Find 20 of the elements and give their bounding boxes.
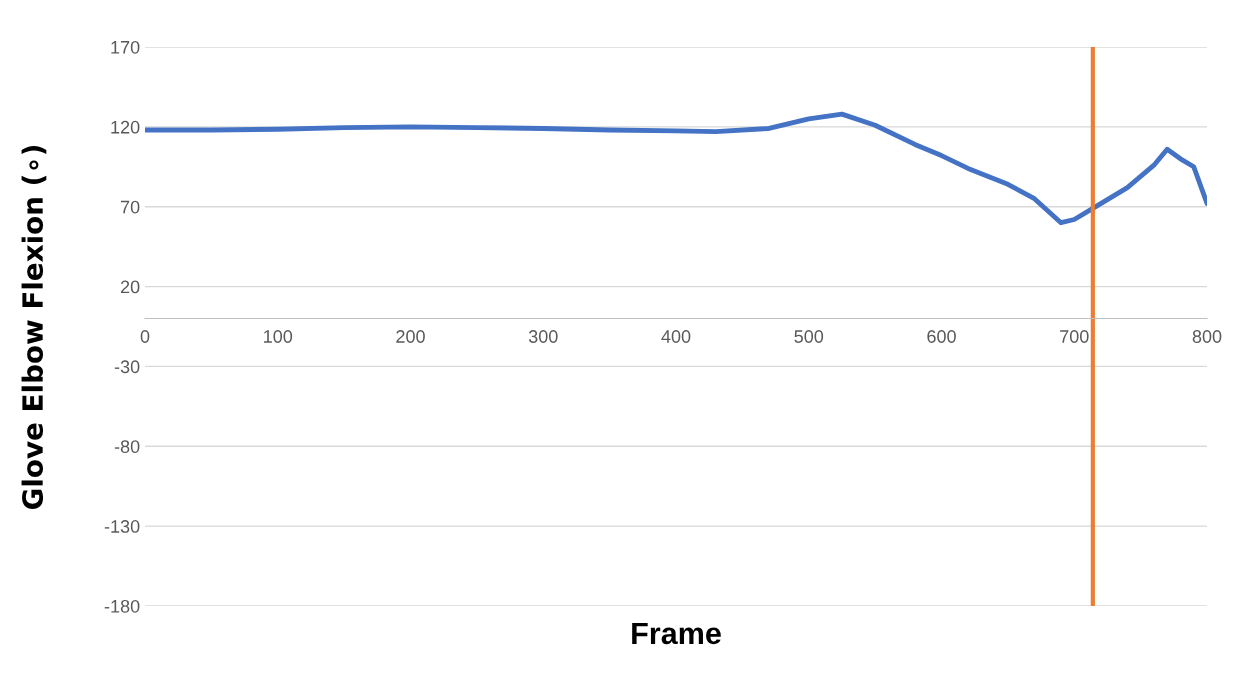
x-tick-label: 600	[927, 330, 956, 343]
x-axis-title: Frame	[632, 622, 721, 645]
y-axis-title: Glove Elbow Flexion (∘)	[21, 145, 47, 510]
x-tick-label: 300	[528, 330, 558, 343]
x-tick-label: 500	[794, 330, 824, 343]
y-tick-label: 170	[111, 40, 140, 54]
y-tick-label: -180	[104, 599, 140, 613]
x-tick-label: 100	[264, 330, 293, 343]
y-tick-label: -30	[114, 360, 140, 374]
y-tick-label: -130	[104, 520, 140, 533]
x-tick-label: 700	[1060, 330, 1089, 343]
y-tick-label: 70	[120, 200, 140, 214]
y-tick-label: -80	[114, 440, 140, 454]
y-tick-label: 20	[120, 280, 140, 294]
x-tick-label: 0	[140, 330, 150, 343]
y-tick-label: 120	[111, 120, 140, 134]
x-tick-label: 800	[1192, 330, 1222, 343]
x-tick-label: 400	[661, 330, 691, 343]
x-tick-label: 200	[396, 330, 425, 343]
line-series	[145, 111, 1207, 226]
